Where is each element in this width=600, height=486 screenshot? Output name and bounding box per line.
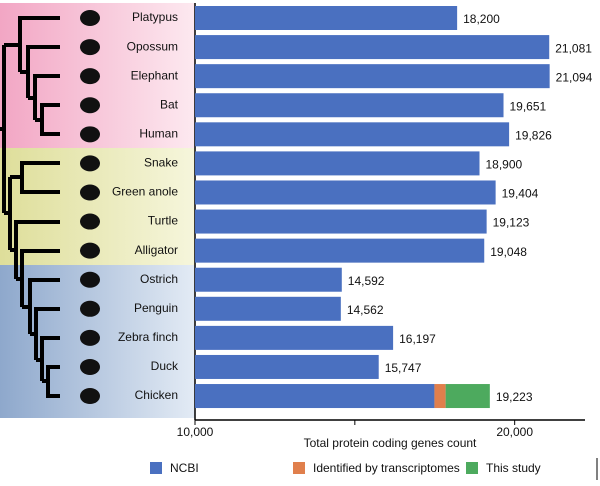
category-label: Alligator bbox=[135, 243, 178, 257]
silhouette bbox=[80, 10, 100, 26]
legend-label: NCBI bbox=[170, 461, 199, 475]
silhouette bbox=[80, 68, 100, 85]
category-label: Penguin bbox=[134, 301, 178, 315]
bar bbox=[434, 384, 446, 409]
category-label: Bat bbox=[160, 97, 179, 111]
value-label: 14,562 bbox=[347, 303, 384, 317]
phylogeny bbox=[0, 16, 60, 398]
value-label: 19,123 bbox=[493, 216, 530, 230]
bar bbox=[445, 384, 490, 409]
value-label: 19,223 bbox=[496, 390, 533, 404]
silhouette bbox=[80, 300, 100, 317]
value-label: 19,048 bbox=[490, 245, 527, 259]
silhouette bbox=[80, 184, 100, 201]
category-label: Snake bbox=[144, 156, 178, 170]
value-label: 16,197 bbox=[399, 332, 436, 346]
bar bbox=[195, 296, 341, 321]
value-label: 19,651 bbox=[510, 99, 547, 113]
x-tick-label: 10,000 bbox=[177, 425, 214, 439]
silhouette bbox=[80, 388, 100, 405]
legend-label: This study bbox=[486, 461, 541, 475]
value-label: 14,592 bbox=[348, 274, 385, 288]
bar bbox=[195, 325, 394, 350]
bar bbox=[195, 384, 435, 409]
category-label: Turtle bbox=[148, 214, 179, 228]
category-label: Platypus bbox=[132, 10, 178, 24]
silhouette bbox=[80, 271, 100, 288]
value-label: 18,900 bbox=[486, 158, 523, 172]
silhouette bbox=[80, 126, 100, 143]
bar bbox=[195, 6, 458, 30]
silhouettes bbox=[80, 10, 100, 405]
bar bbox=[195, 122, 510, 147]
silhouette bbox=[80, 358, 100, 375]
category-label: Green anole bbox=[112, 185, 178, 199]
value-label: 21,094 bbox=[556, 70, 593, 84]
legend-swatch bbox=[466, 462, 478, 474]
silhouette bbox=[80, 213, 100, 230]
category-label: Zebra finch bbox=[118, 330, 178, 344]
bar bbox=[195, 64, 550, 89]
bar bbox=[195, 354, 379, 379]
category-label: Elephant bbox=[131, 68, 179, 82]
bar bbox=[195, 267, 342, 292]
value-label: 15,747 bbox=[385, 361, 422, 375]
bar bbox=[195, 209, 487, 234]
bar bbox=[195, 93, 504, 118]
category-label: Human bbox=[139, 126, 178, 140]
category-label: Ostrich bbox=[140, 272, 178, 286]
legend-swatch bbox=[150, 462, 162, 474]
legend-label: Identified by transcriptomes bbox=[313, 461, 460, 475]
silhouette bbox=[80, 155, 100, 172]
bar bbox=[195, 180, 496, 205]
silhouette bbox=[80, 39, 100, 56]
x-axis-title: Total protein coding genes count bbox=[304, 436, 477, 450]
silhouette bbox=[80, 329, 100, 346]
silhouette bbox=[80, 97, 100, 114]
value-label: 18,200 bbox=[463, 12, 500, 26]
category-label: Duck bbox=[151, 359, 179, 373]
value-label: 19,404 bbox=[502, 187, 539, 201]
bar bbox=[195, 238, 485, 263]
category-label: Chicken bbox=[135, 388, 178, 402]
value-label: 19,826 bbox=[515, 128, 552, 142]
bar bbox=[195, 151, 480, 176]
legend-swatch bbox=[293, 462, 305, 474]
silhouette bbox=[80, 242, 100, 259]
value-label: 21,081 bbox=[555, 41, 592, 55]
x-tick-label: 20,000 bbox=[496, 425, 533, 439]
bar bbox=[195, 35, 550, 60]
category-label: Opossum bbox=[127, 39, 178, 53]
